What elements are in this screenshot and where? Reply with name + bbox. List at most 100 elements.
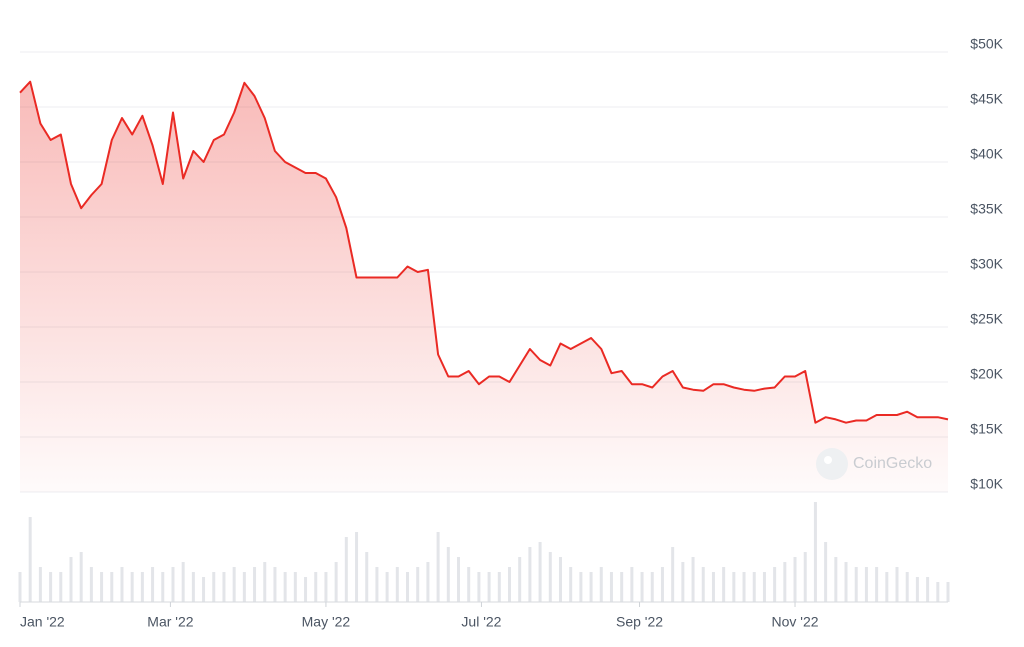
volume-bar xyxy=(436,532,440,602)
volume-bar xyxy=(406,572,410,602)
volume-bar xyxy=(151,567,155,602)
volume-bar xyxy=(293,572,297,602)
volume-bar xyxy=(803,552,807,602)
volume-bar xyxy=(304,577,308,602)
volume-bar xyxy=(844,562,848,602)
volume-bar xyxy=(589,572,593,602)
volume-bar xyxy=(202,577,206,602)
volume-bar xyxy=(344,537,348,602)
volume-bar xyxy=(38,567,42,602)
volume-bar xyxy=(232,567,236,602)
volume-bar xyxy=(701,567,705,602)
x-tick-label: Nov '22 xyxy=(772,614,819,630)
x-tick-label: Sep '22 xyxy=(616,614,663,630)
volume-bar xyxy=(507,567,511,602)
volume-bar xyxy=(49,572,53,602)
volume-bar xyxy=(824,542,828,602)
volume-bar xyxy=(752,572,756,602)
volume-bar xyxy=(722,567,726,602)
volume-bar xyxy=(477,572,481,602)
volume-bar xyxy=(609,572,613,602)
volume-bar xyxy=(732,572,736,602)
volume-bar xyxy=(395,567,399,602)
y-tick-label: $35K xyxy=(970,201,1003,217)
volume-bar xyxy=(936,582,940,602)
x-tick-label: Mar '22 xyxy=(147,614,193,630)
y-tick-label: $50K xyxy=(970,36,1003,52)
volume-bar xyxy=(253,567,257,602)
volume-bar xyxy=(324,572,328,602)
volume-bar xyxy=(426,562,430,602)
volume-bar xyxy=(630,567,634,602)
volume-bar xyxy=(834,557,838,602)
volume-bar xyxy=(620,572,624,602)
volume-bar xyxy=(793,557,797,602)
volume-bar xyxy=(69,557,73,602)
volume-bar xyxy=(558,557,562,602)
volume-bar xyxy=(885,572,889,602)
volume-bar xyxy=(355,532,359,602)
volume-bar xyxy=(569,567,573,602)
volume-bar xyxy=(242,572,246,602)
price-line xyxy=(19,80,949,424)
volume-bar xyxy=(854,567,858,602)
volume-bar xyxy=(191,572,195,602)
volume-bar xyxy=(467,567,471,602)
volume-bar xyxy=(416,567,420,602)
volume-bar xyxy=(457,557,461,602)
volume-bar xyxy=(711,572,715,602)
volume-bar xyxy=(273,567,277,602)
volume-bar xyxy=(130,572,134,602)
volume-bar xyxy=(864,567,868,602)
volume-bar xyxy=(926,577,930,602)
volume-bar xyxy=(375,567,379,602)
volume-bar xyxy=(314,572,318,602)
volume-bar xyxy=(28,517,32,602)
y-tick-label: $45K xyxy=(970,91,1003,107)
volume-bar xyxy=(497,572,501,602)
volume-bar xyxy=(59,572,63,602)
volume-bar xyxy=(538,542,542,602)
volume-bar xyxy=(640,572,644,602)
volume-bar xyxy=(671,547,675,602)
volume-bar xyxy=(681,562,685,602)
volume-bar xyxy=(161,572,165,602)
volume-bar xyxy=(181,562,185,602)
volume-bar xyxy=(813,502,817,602)
volume-bar xyxy=(773,567,777,602)
volume-bar xyxy=(222,572,226,602)
volume-bar xyxy=(579,572,583,602)
volume-bar xyxy=(110,572,114,602)
volume-bar xyxy=(446,547,450,602)
volume-bar xyxy=(528,547,532,602)
volume-bar xyxy=(905,572,909,602)
volume-bar xyxy=(263,562,267,602)
y-tick-label: $15K xyxy=(970,421,1003,437)
volume-bar xyxy=(599,567,603,602)
volume-bar xyxy=(518,557,522,602)
volume-bar xyxy=(915,577,919,602)
y-tick-label: $40K xyxy=(970,146,1003,162)
volume-bar xyxy=(946,582,950,602)
volume-bar xyxy=(487,572,491,602)
volume-bar xyxy=(283,572,287,602)
volume-bar xyxy=(650,572,654,602)
volume-bar xyxy=(762,572,766,602)
volume-bar xyxy=(548,552,552,602)
volume-bar xyxy=(334,562,338,602)
volume-bar xyxy=(742,572,746,602)
volume-bar xyxy=(691,557,695,602)
y-tick-label: $25K xyxy=(970,311,1003,327)
volume-bar xyxy=(660,567,664,602)
x-tick-label: Jan '22 xyxy=(20,614,65,630)
volume-bar xyxy=(895,567,899,602)
volume-bar xyxy=(120,567,124,602)
volume-bar xyxy=(171,567,175,602)
volume-bar xyxy=(385,572,389,602)
volume-bar xyxy=(79,552,83,602)
volume-bar xyxy=(100,572,104,602)
volume-bar xyxy=(875,567,879,602)
volume-bar xyxy=(212,572,216,602)
volume-bar xyxy=(783,562,787,602)
x-tick-label: May '22 xyxy=(302,614,351,630)
